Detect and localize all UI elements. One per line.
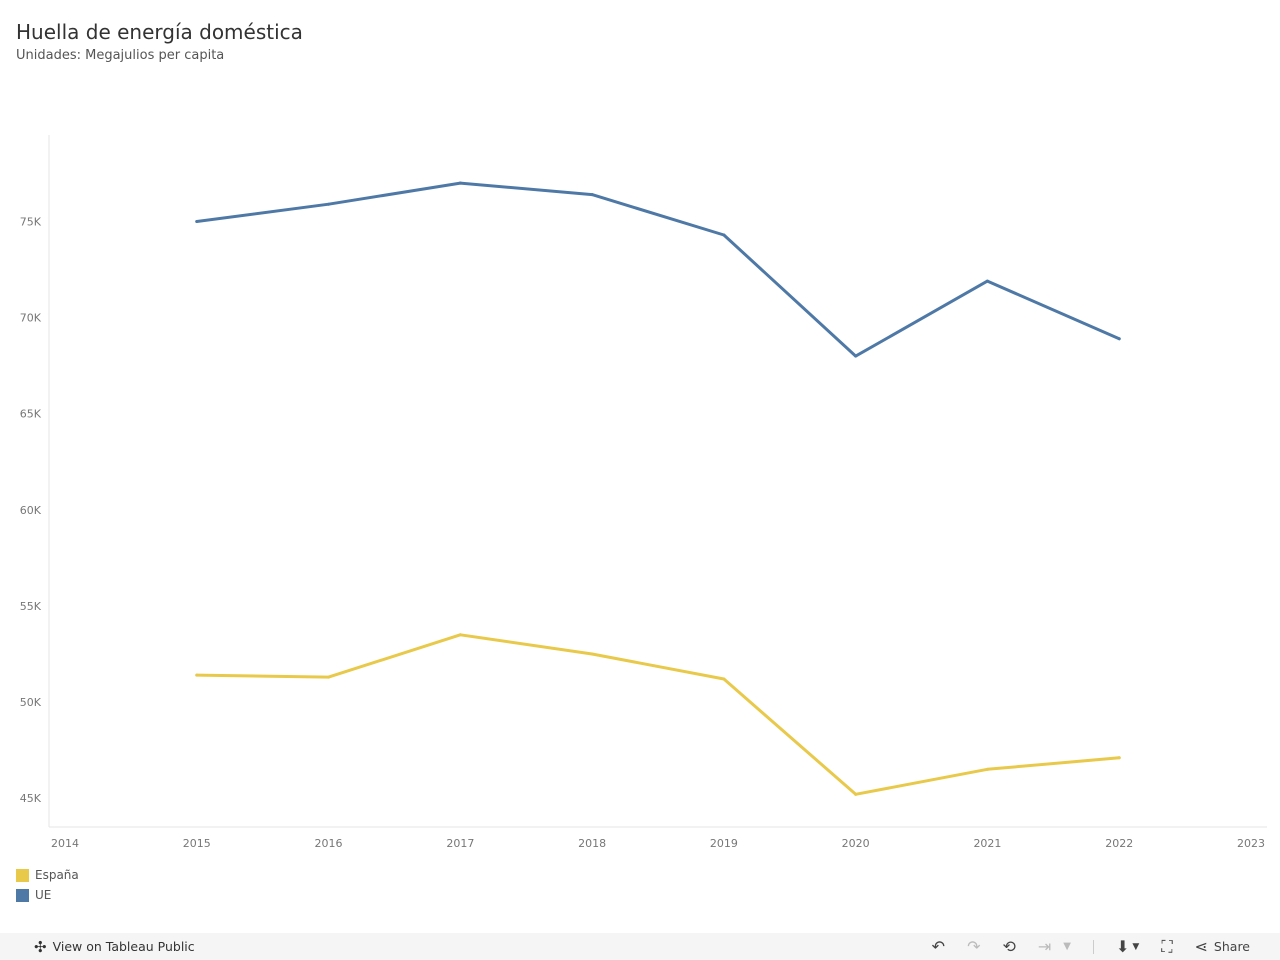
data-point-espana (722, 677, 726, 681)
chart-subtitle: Unidades: Megajulios per capita (16, 48, 225, 63)
legend-swatch-espana (16, 868, 29, 882)
x-tick-label: 2020 (842, 837, 870, 850)
download-icon[interactable]: ⬇ ▼ (1115, 937, 1140, 956)
x-tick-label: 2022 (1105, 837, 1133, 850)
legend-swatch-ue (16, 888, 29, 902)
legend-label-ue: UE (35, 888, 52, 902)
y-tick-label: 75K (20, 216, 42, 229)
toolbar-buttons: ↶ ↷ ⟲ ⇥ ▼ ⬇ ▼ ⛶ ⋖ Share (910, 933, 1250, 960)
refresh-icon[interactable]: ⇥ (1037, 937, 1052, 956)
data-point-espana (854, 792, 858, 796)
fullscreen-icon[interactable]: ⛶ (1161, 936, 1173, 956)
revert-icon[interactable]: ⟲ (1002, 937, 1016, 956)
data-point-espana (1117, 756, 1121, 760)
data-point-ue (195, 220, 199, 223)
x-tick-label: 2017 (446, 837, 474, 850)
toolbar-divider (1092, 939, 1094, 954)
series-line-espana (195, 633, 1121, 796)
chart-title: Huella de energía doméstica (16, 20, 303, 44)
x-tick-label: 2019 (710, 837, 738, 850)
legend-item-espana[interactable]: España (16, 865, 79, 885)
data-point-espana (590, 652, 594, 656)
view-on-tableau-public-label: View on Tableau Public (52, 939, 195, 954)
y-tick-label: 65K (20, 408, 42, 421)
undo-icon[interactable]: ↶ (931, 937, 946, 956)
x-tick-label: 2015 (183, 837, 211, 850)
pause-dropdown-icon[interactable]: ▼ (1063, 941, 1071, 952)
data-point-espana (195, 673, 199, 677)
x-tick-label: 2018 (578, 837, 606, 850)
y-tick-label: 45K (20, 792, 42, 805)
legend-item-ue[interactable]: UE (16, 885, 79, 905)
y-tick-label: 70K (20, 312, 42, 325)
data-point-ue (722, 233, 726, 237)
redo-icon[interactable]: ↷ (967, 937, 981, 956)
data-point-ue (458, 181, 462, 185)
share-icon: ⋖ (1194, 937, 1208, 956)
legend-label-espana: España (35, 868, 79, 882)
y-tick-label: 50K (20, 696, 42, 709)
x-tick-label: 2016 (315, 837, 343, 850)
x-tick-label: 2014 (51, 837, 79, 850)
data-point-ue (854, 354, 858, 358)
data-point-ue (590, 193, 594, 197)
y-tick-label: 55K (20, 600, 42, 613)
data-point-ue (985, 279, 989, 283)
share-label: Share (1213, 939, 1250, 954)
share-button[interactable]: ⋖ Share (1195, 937, 1250, 956)
line-chart: 45K 50K 55K 60K 65K 70K 75K 2014 2015 2016 2017 201… (20, 135, 1267, 850)
x-tick-label: 2021 (973, 837, 1001, 850)
x-tick-label: 2023 (1237, 837, 1265, 850)
data-point-ue (327, 202, 331, 206)
tableau-toolbar: ✣ View on Tableau Public ↶ ↷ ⟲ ⇥ ▼ ⬇ ▼ ⛶ … (0, 933, 1280, 960)
y-tick-label: 60K (20, 504, 42, 517)
data-point-ue (1117, 337, 1121, 341)
legend: España UE (16, 865, 79, 905)
tableau-logo-icon: ✣ (34, 937, 47, 956)
data-point-espana (327, 675, 331, 679)
data-point-espana (985, 767, 989, 771)
data-point-espana (458, 633, 462, 637)
view-on-tableau-public-link[interactable]: ✣ View on Tableau Public (34, 938, 195, 956)
series-line-ue (195, 181, 1121, 358)
